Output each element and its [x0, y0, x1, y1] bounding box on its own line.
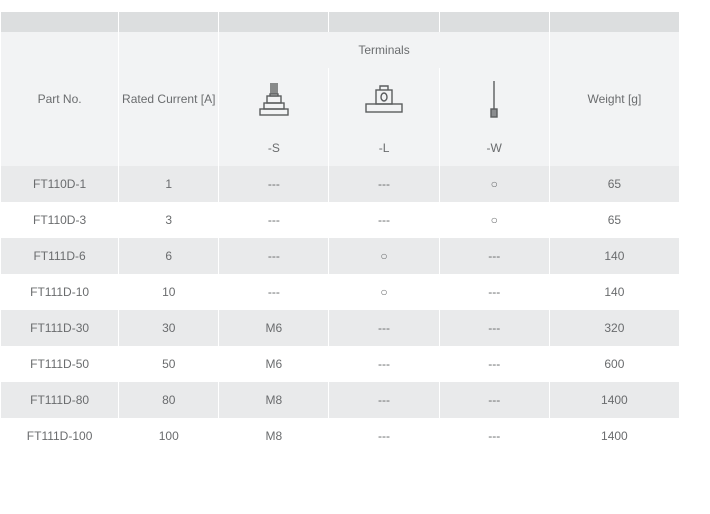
col-term-w: -W [439, 130, 549, 166]
cell-rated: 10 [119, 274, 219, 310]
cell-w: --- [439, 346, 549, 382]
cell-rated: 100 [119, 418, 219, 454]
cell-l: --- [329, 166, 439, 202]
cell-part: FT111D-100 [1, 418, 119, 454]
col-term-l: -L [329, 130, 439, 166]
cell-l: ○ [329, 274, 439, 310]
table-row: FT111D-3030M6------320 [1, 310, 680, 346]
cell-weight: 140 [549, 274, 679, 310]
cell-w: ○ [439, 202, 549, 238]
cell-w: --- [439, 274, 549, 310]
cell-weight: 600 [549, 346, 679, 382]
cell-l: --- [329, 202, 439, 238]
table-row: FT111D-66---○---140 [1, 238, 680, 274]
cell-rated: 30 [119, 310, 219, 346]
cell-part: FT111D-50 [1, 346, 119, 382]
col-part-no: Part No. [1, 32, 119, 166]
cell-weight: 65 [549, 166, 679, 202]
cell-s: M8 [219, 382, 329, 418]
cell-l: --- [329, 418, 439, 454]
cell-s: --- [219, 238, 329, 274]
spec-table: Part No. Rated Current [A] Terminals Wei… [0, 12, 680, 454]
terminal-l-icon [329, 68, 439, 130]
cell-weight: 320 [549, 310, 679, 346]
table-row: FT110D-33------○65 [1, 202, 680, 238]
cell-rated: 3 [119, 202, 219, 238]
cell-part: FT111D-10 [1, 274, 119, 310]
cell-part: FT111D-80 [1, 382, 119, 418]
cell-w: --- [439, 238, 549, 274]
cell-rated: 50 [119, 346, 219, 382]
cell-w: --- [439, 418, 549, 454]
cell-part: FT110D-1 [1, 166, 119, 202]
cell-l: ○ [329, 238, 439, 274]
cell-weight: 65 [549, 202, 679, 238]
col-term-s: -S [219, 130, 329, 166]
cell-rated: 6 [119, 238, 219, 274]
terminal-s-icon [219, 68, 329, 130]
cell-s: --- [219, 166, 329, 202]
cell-l: --- [329, 346, 439, 382]
cell-s: M6 [219, 310, 329, 346]
col-weight: Weight [g] [549, 32, 679, 166]
table-row: FT110D-11------○65 [1, 166, 680, 202]
terminal-w-icon [439, 68, 549, 130]
cell-l: --- [329, 310, 439, 346]
cell-w: ○ [439, 166, 549, 202]
cell-rated: 80 [119, 382, 219, 418]
cell-l: --- [329, 382, 439, 418]
table-row: FT111D-5050M6------600 [1, 346, 680, 382]
cell-w: --- [439, 310, 549, 346]
cell-part: FT111D-6 [1, 238, 119, 274]
cell-s: --- [219, 202, 329, 238]
col-terminals: Terminals [219, 32, 549, 68]
header-row-1: Part No. Rated Current [A] Terminals Wei… [1, 32, 680, 68]
cell-part: FT110D-3 [1, 202, 119, 238]
cell-s: M8 [219, 418, 329, 454]
cell-weight: 140 [549, 238, 679, 274]
table-body: FT110D-11------○65FT110D-33------○65FT11… [1, 166, 680, 454]
cell-w: --- [439, 382, 549, 418]
table-row: FT111D-1010---○---140 [1, 274, 680, 310]
cell-part: FT111D-30 [1, 310, 119, 346]
cell-s: --- [219, 274, 329, 310]
table-row: FT111D-8080M8------1400 [1, 382, 680, 418]
col-rated-current: Rated Current [A] [119, 32, 219, 166]
table-top-bar [1, 12, 680, 32]
cell-rated: 1 [119, 166, 219, 202]
cell-weight: 1400 [549, 418, 679, 454]
cell-weight: 1400 [549, 382, 679, 418]
cell-s: M6 [219, 346, 329, 382]
table-row: FT111D-100100M8------1400 [1, 418, 680, 454]
